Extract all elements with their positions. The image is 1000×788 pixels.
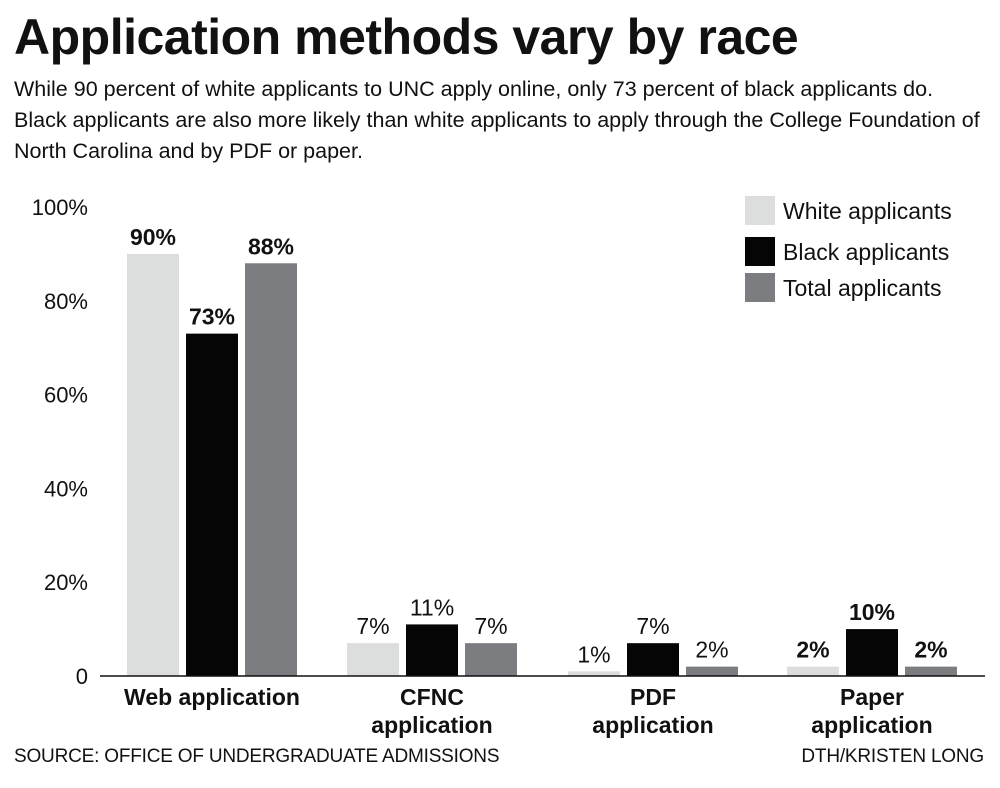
x-category-label: application <box>371 712 492 738</box>
bar-value-label: 2% <box>796 637 829 663</box>
bar <box>186 333 238 676</box>
bar <box>127 253 179 676</box>
legend-swatch <box>745 237 775 266</box>
bar-value-label: 11% <box>410 594 454 620</box>
bar-chart: 0 20% 40% 60% 80% 100% 90% 7% 1% 2% 73% 11% 7% 10% 88%… <box>32 195 985 738</box>
bar <box>905 666 957 676</box>
bar-value-label: 2% <box>695 637 728 663</box>
legend-label: White applicants <box>783 198 952 224</box>
legend-swatch <box>745 196 775 225</box>
bar <box>406 624 458 676</box>
bar-value-label: 7% <box>356 613 389 639</box>
chart-subtitle: While 90 percent of white applicants to … <box>14 77 980 163</box>
y-tick-label: 100% <box>32 195 88 220</box>
bar-value-label: 10% <box>849 599 895 625</box>
x-category-label: application <box>811 712 932 738</box>
legend-label: Total applicants <box>783 275 942 301</box>
bar-value-label: 88% <box>248 233 294 259</box>
legend-swatch <box>745 273 775 302</box>
source-note: SOURCE: OFFICE OF UNDERGRADUATE ADMISSIO… <box>14 746 500 767</box>
bar <box>686 666 738 676</box>
bar-value-label: 2% <box>914 637 947 663</box>
x-category-label: application <box>592 712 713 738</box>
x-category-label: Web application <box>124 684 300 710</box>
bar <box>347 643 399 676</box>
bar <box>568 671 620 676</box>
bar <box>846 629 898 676</box>
x-category-label: PDF <box>630 684 676 710</box>
bar-value-label: 7% <box>474 613 507 639</box>
bar <box>627 643 679 676</box>
y-tick-label: 60% <box>44 383 88 408</box>
legend-label: Black applicants <box>783 239 949 265</box>
x-category-label: Paper <box>840 684 904 710</box>
x-category-label: CFNC <box>400 684 464 710</box>
y-tick-label: 0 <box>76 664 88 689</box>
bar-value-label: 90% <box>130 224 176 250</box>
y-tick-label: 40% <box>44 476 88 501</box>
bar <box>787 666 839 676</box>
bar-value-label: 73% <box>189 304 235 330</box>
y-tick-label: 80% <box>44 289 88 314</box>
bar <box>245 263 297 676</box>
credit-note: DTH/KRISTEN LONG <box>801 746 984 767</box>
bar-value-label: 7% <box>636 613 669 639</box>
bar <box>465 643 517 676</box>
chart-title: Application methods vary by race <box>14 9 799 65</box>
bar-value-label: 1% <box>577 641 610 667</box>
y-tick-label: 20% <box>44 570 88 595</box>
